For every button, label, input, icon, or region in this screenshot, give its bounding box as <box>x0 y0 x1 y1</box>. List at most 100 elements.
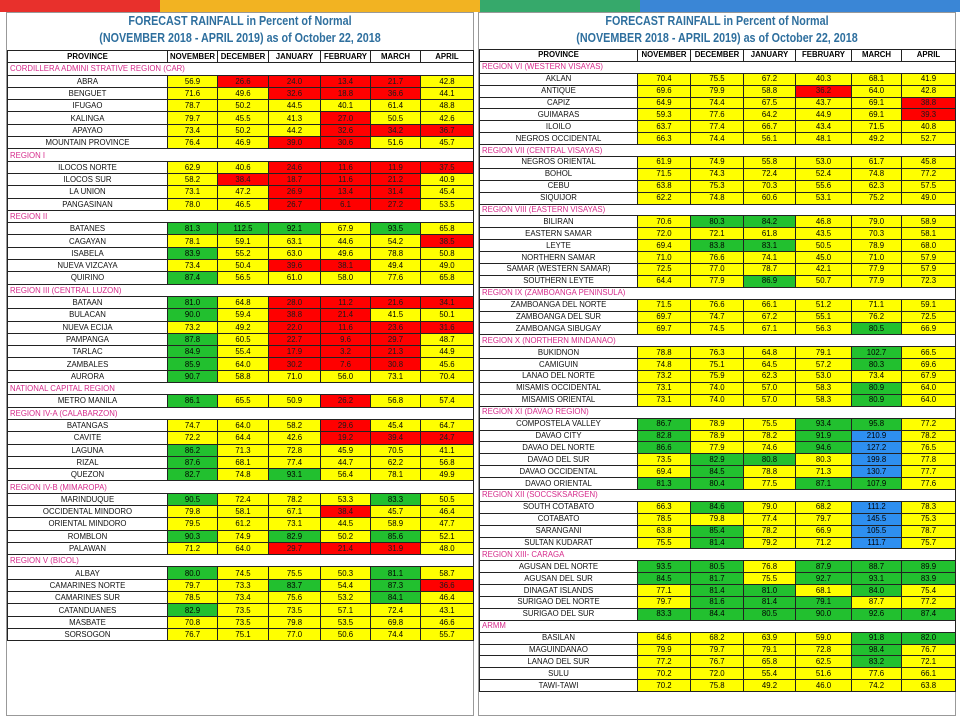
rainfall-value-cell: 86.7 <box>637 417 691 431</box>
rainfall-value-cell: 40.8 <box>901 120 956 134</box>
table-row: ALBAY 80.0 74.5 75.5 50.3 81.1 58.7 <box>7 566 474 580</box>
top-bar-segment <box>320 0 480 12</box>
rainfall-value-cell: 40.3 <box>795 72 852 86</box>
rainfall-value-cell: 75.4 <box>901 584 956 597</box>
rainfall-value-cell: 23.6 <box>370 320 421 334</box>
rainfall-value-cell: 78.9 <box>690 429 744 443</box>
rainfall-value-cell: 89.9 <box>901 560 956 574</box>
top-color-bar <box>0 0 960 12</box>
province-name: LEYTE <box>479 239 638 253</box>
province-name: CAGAYAN <box>7 234 168 248</box>
rainfall-value-cell: 107.9 <box>851 477 902 490</box>
rainfall-value-cell: 80.4 <box>690 477 744 490</box>
month-column-header: FEBRUARY <box>320 49 371 64</box>
province-name: SURIGAO DEL SUR <box>479 607 638 621</box>
rainfall-value-cell: 29.6 <box>320 418 371 433</box>
rainfall-value-cell: 74.3 <box>690 167 744 181</box>
table-row: ILOCOS NORTE 62.9 40.6 24.6 11.6 11.9 37.5 <box>7 160 474 174</box>
rainfall-value-cell: 50.5 <box>420 492 474 506</box>
rainfall-value-cell: 87.9 <box>795 560 852 574</box>
province-name: OCCIDENTAL MINDORO <box>7 504 168 519</box>
rainfall-value-cell: 50.9 <box>268 394 321 408</box>
province-name: ORIENTAL MINDORO <box>7 517 168 531</box>
rainfall-value-cell: 38.1 <box>320 259 371 273</box>
table-row: APAYAO 73.4 50.2 44.2 32.6 34.2 36.7 <box>7 123 474 138</box>
rainfall-value-cell: 63.1 <box>268 234 321 248</box>
table-row: NORTHERN SAMAR 71.0 76.6 74.1 45.0 71.0 57.9 <box>479 251 956 265</box>
rainfall-value-cell: 80.3 <box>851 358 902 372</box>
rainfall-value-cell: 87.1 <box>795 477 852 490</box>
rainfall-value-cell: 72.0 <box>690 667 744 681</box>
rainfall-value-cell: 75.1 <box>217 627 269 642</box>
rainfall-value-cell: 68.1 <box>851 72 902 86</box>
month-column-header: MARCH <box>851 49 902 62</box>
rainfall-value-cell: 32.6 <box>320 123 371 138</box>
rainfall-value-cell: 31.4 <box>370 185 421 199</box>
rainfall-value-cell: 73.3 <box>217 578 269 593</box>
rainfall-value-cell: 30.6 <box>320 136 371 150</box>
top-bar-segment <box>480 0 640 12</box>
rainfall-value-cell: 69.7 <box>637 322 691 336</box>
rainfall-value-cell: 29.7 <box>370 332 421 347</box>
rainfall-value-cell: 87.3 <box>370 578 421 593</box>
rainfall-value-cell: 67.1 <box>268 504 321 519</box>
rainfall-value-cell: 71.0 <box>851 251 902 265</box>
province-name: BASILAN <box>479 631 638 645</box>
rainfall-value-cell: 62.2 <box>370 455 421 470</box>
rainfall-value-cell: 87.6 <box>167 455 218 470</box>
rainfall-value-cell: 40.6 <box>217 160 269 174</box>
rainfall-value-cell: 83.9 <box>901 572 956 586</box>
rainfall-value-cell: 85.9 <box>167 357 218 371</box>
month-column-header: FEBRUARY <box>795 49 852 62</box>
top-bar-segment <box>0 0 160 12</box>
rainfall-value-cell: 65.8 <box>420 222 474 236</box>
rainfall-value-cell: 79.9 <box>690 84 744 98</box>
province-name: ILOILO <box>479 120 638 134</box>
region-name: REGION IV-B (MIMAROPA) <box>7 480 474 494</box>
table-row: TAWI-TAWI 70.2 75.8 49.2 46.0 74.2 63.8 <box>479 679 956 693</box>
rainfall-value-cell: 63.0 <box>268 246 321 261</box>
rainfall-value-cell: 75.5 <box>637 536 691 550</box>
rainfall-value-cell: 24.6 <box>268 160 321 174</box>
table-row: METRO MANILA 86.1 65.5 50.9 26.2 56.8 57.4 <box>7 394 474 408</box>
province-name: BATAAN <box>7 295 168 310</box>
rainfall-value-cell: 80.3 <box>795 453 852 467</box>
table-row: BASILAN 64.6 68.2 63.9 59.0 91.8 82.0 <box>479 631 956 645</box>
table-row: DAVAO DEL SUR 73.5 82.9 80.8 80.3 199.8 77.8 <box>479 453 956 467</box>
rainfall-value-cell: 77.7 <box>901 465 956 479</box>
rainfall-value-cell: 61.2 <box>217 517 269 531</box>
rainfall-value-cell: 48.0 <box>420 541 474 556</box>
table-row: ILOILO 63.7 77.4 66.7 43.4 71.5 40.8 <box>479 120 956 134</box>
rainfall-value-cell: 46.5 <box>217 197 269 211</box>
rainfall-value-cell: 78.7 <box>167 99 218 113</box>
rainfall-value-cell: 86.9 <box>743 274 796 288</box>
rainfall-value-cell: 84.4 <box>690 607 744 621</box>
region-header-row: CORDILLERA ADMINI STRATIVE REGION (CAR) <box>7 62 474 76</box>
rainfall-value-cell: 74.8 <box>690 191 744 205</box>
rainfall-value-cell: 77.9 <box>690 274 744 288</box>
rainfall-value-cell: 79.8 <box>268 615 321 629</box>
rainfall-value-cell: 210.9 <box>851 429 902 443</box>
province-name: BOHOL <box>479 167 638 181</box>
rainfall-value-cell: 59.1 <box>217 234 269 248</box>
rainfall-value-cell: 42.8 <box>420 74 474 88</box>
rainfall-value-cell: 65.8 <box>420 271 474 285</box>
rainfall-value-cell: 26.2 <box>320 394 371 408</box>
table-row: AGUSAN DEL SUR 84.5 81.7 75.5 92.7 93.1 83.9 <box>479 572 956 586</box>
rainfall-value-cell: 41.3 <box>268 111 321 125</box>
rainfall-value-cell: 44.5 <box>268 99 321 113</box>
rainfall-value-cell: 57.0 <box>743 393 796 407</box>
rainfall-value-cell: 73.2 <box>637 370 691 383</box>
table-row: SOUTH COTABATO 66.3 84.6 79.0 68.2 111.2 78.3 <box>479 500 956 514</box>
province-name: NUEVA VIZCAYA <box>7 259 168 273</box>
rainfall-value-cell: 78.9 <box>690 417 744 431</box>
rainfall-value-cell: 74.6 <box>743 441 796 455</box>
rainfall-value-cell: 77.9 <box>690 441 744 455</box>
province-name: SOUTH COTABATO <box>479 500 638 514</box>
region-header-row: REGION VI (WESTERN VISAYAS) <box>479 60 956 74</box>
rainfall-value-cell: 18.7 <box>268 172 321 187</box>
rainfall-value-cell: 102.7 <box>851 346 902 360</box>
rainfall-value-cell: 91.8 <box>851 631 902 645</box>
table-row: NUEVA VIZCAYA 73.4 50.4 39.6 38.1 49.4 49.0 <box>7 259 474 273</box>
rainfall-value-cell: 50.5 <box>795 239 852 253</box>
